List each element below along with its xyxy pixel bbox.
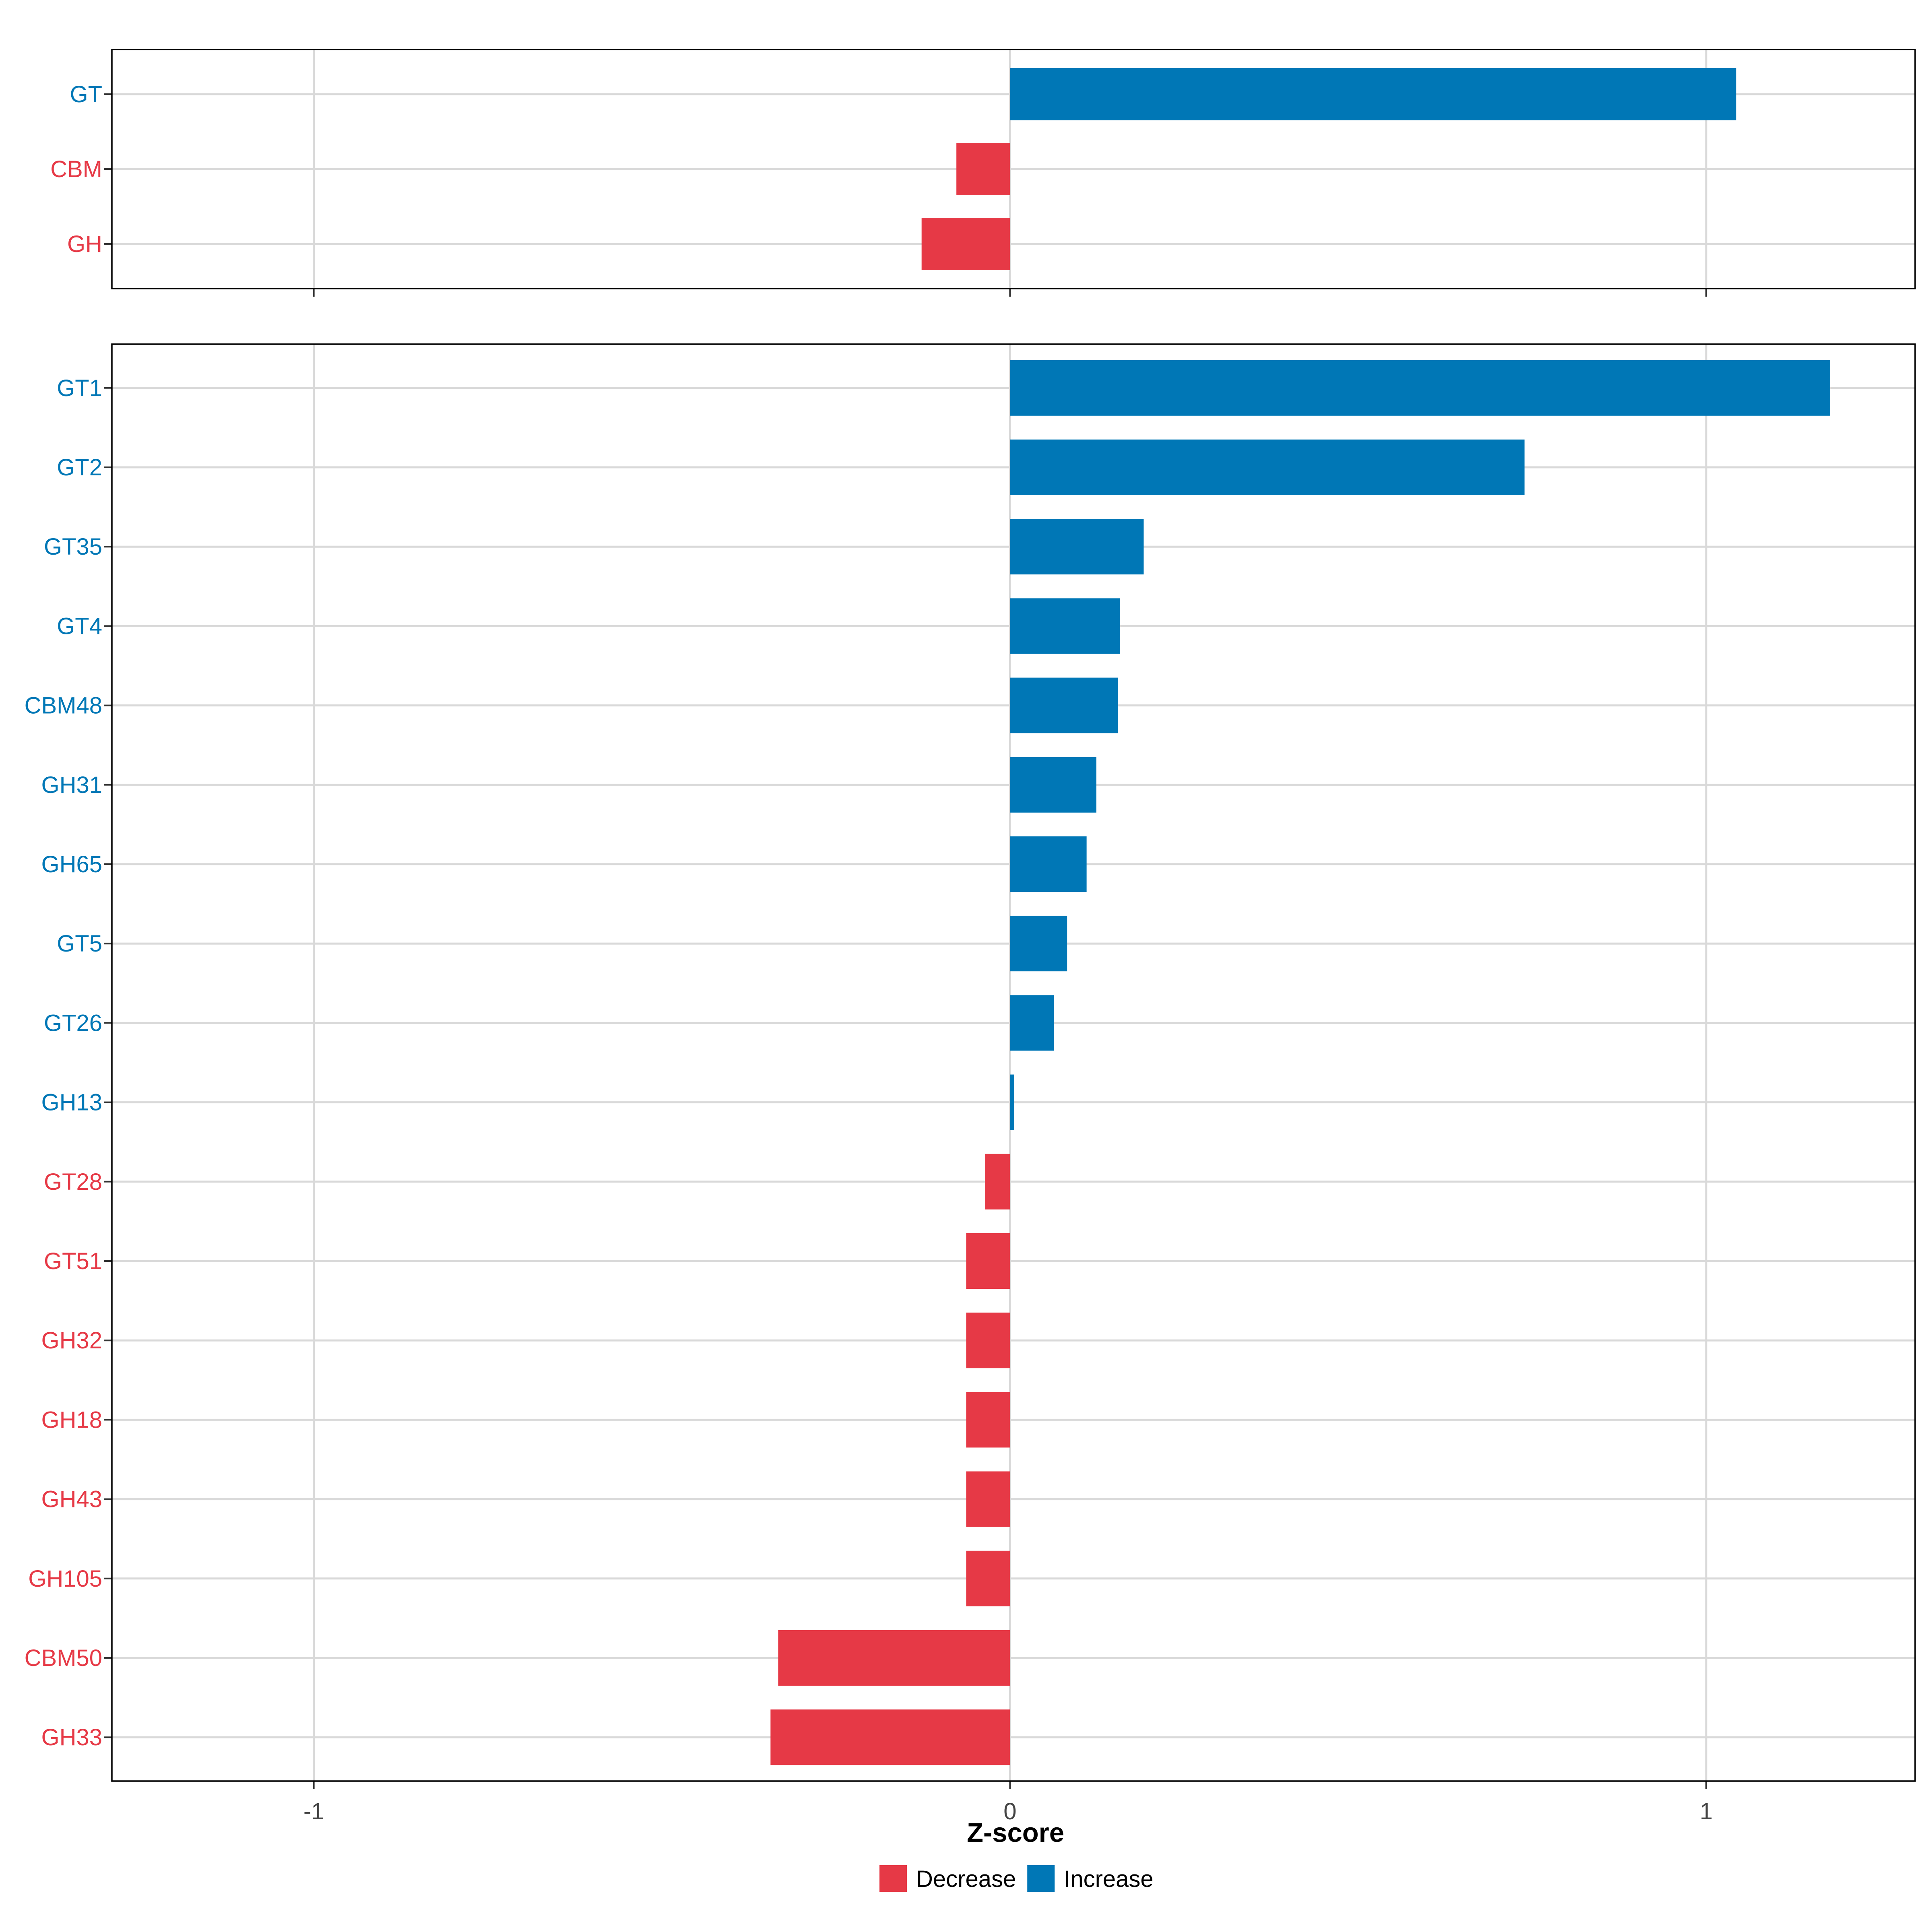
bar-gt1 (1010, 360, 1830, 416)
y-tick-label: GT35 (44, 534, 102, 560)
bar-gh (921, 218, 1010, 270)
bar-gh13 (1010, 1074, 1014, 1130)
y-tick-label: CBM48 (25, 693, 102, 719)
y-tick-label: GH65 (41, 851, 102, 877)
y-tick-label: GH43 (41, 1486, 102, 1513)
bar-gh32 (966, 1313, 1010, 1368)
legend-swatch-increase (1027, 1865, 1055, 1892)
y-tick-label: GH18 (41, 1407, 102, 1433)
legend: Decrease Increase (879, 1865, 1154, 1892)
x-tick-label: -1 (303, 1798, 324, 1825)
x-axis-title: Z-score (967, 1818, 1064, 1848)
panel-top: GT CBM GH (50, 49, 1916, 297)
y-tick-label: GT5 (57, 931, 102, 957)
y-tick-label: CBM (50, 156, 102, 182)
bar-cbm48 (1010, 677, 1118, 733)
y-tick-label: GT (70, 81, 102, 107)
y-tick-label: GH13 (41, 1090, 102, 1116)
y-tick-label: GH105 (28, 1566, 102, 1592)
panel-border (111, 49, 1916, 289)
bar-gh65 (1010, 836, 1087, 892)
bar-gt35 (1010, 519, 1144, 575)
y-tick-label: GT51 (44, 1248, 102, 1274)
y-tick-label: GH (67, 231, 102, 257)
panel-bottom: GT1 GT2 GT35 GT4 CBM48 GH31 GH65 GT5 GT26 GH13 GT2… (25, 343, 1916, 1789)
bar-gt26 (1010, 995, 1054, 1051)
bar-gt5 (1010, 916, 1067, 972)
y-tick-label: GH31 (41, 772, 102, 798)
y-tick-label: GH33 (41, 1724, 102, 1750)
bar-gh18 (966, 1392, 1010, 1448)
x-tick-label: 1 (1700, 1798, 1713, 1825)
y-tick-label: GT2 (57, 454, 102, 481)
bar-gh31 (1010, 757, 1096, 813)
bar-cbm50 (778, 1630, 1010, 1686)
bar-gh33 (770, 1709, 1010, 1765)
legend-swatch-decrease (879, 1865, 907, 1892)
bar-gt4 (1010, 598, 1120, 654)
bar-cbm (956, 143, 1010, 195)
bar-gh105 (966, 1550, 1010, 1606)
panel-border (111, 343, 1916, 1782)
x-axis: -1 0 1 (303, 1798, 1713, 1825)
y-tick-label: GT4 (57, 613, 102, 639)
y-tick-label: GT1 (57, 375, 102, 401)
bar-gt (1010, 68, 1736, 120)
y-tick-label: GH32 (41, 1327, 102, 1354)
legend-label-decrease: Decrease (916, 1866, 1016, 1892)
bar-gt51 (966, 1233, 1010, 1289)
legend-label-increase: Increase (1064, 1866, 1153, 1892)
x-tick-label: 0 (1003, 1798, 1016, 1825)
y-tick-label: GT26 (44, 1010, 102, 1036)
y-tick-label: CBM50 (25, 1645, 102, 1671)
bar-gt2 (1010, 440, 1525, 495)
bar-gt28 (985, 1154, 1010, 1210)
y-tick-label: GT28 (44, 1169, 102, 1195)
bar-gh43 (966, 1471, 1010, 1527)
